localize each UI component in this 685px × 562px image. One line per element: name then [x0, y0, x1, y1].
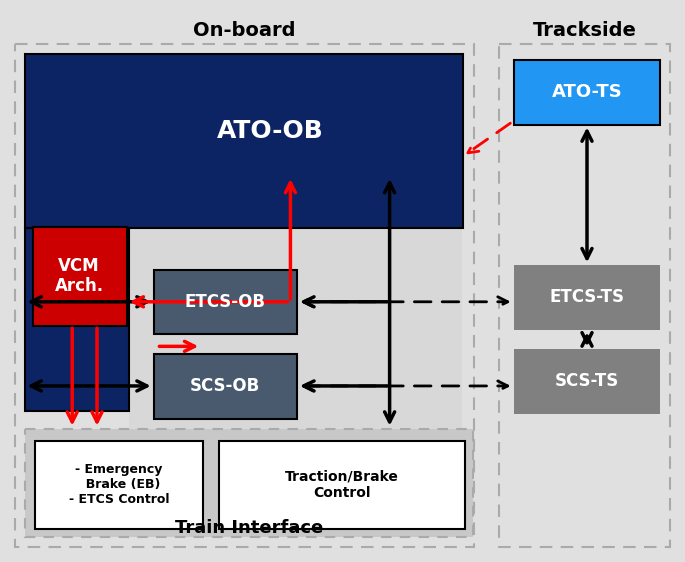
Text: VCM
Arch.: VCM Arch. [55, 257, 103, 296]
Bar [25, 55, 129, 411]
Bar [153, 270, 297, 334]
Bar [514, 350, 660, 414]
Bar [34, 441, 203, 528]
Bar [14, 44, 474, 547]
Bar [153, 354, 297, 419]
Text: - Emergency
  Brake (EB)
- ETCS Control: - Emergency Brake (EB) - ETCS Control [68, 464, 169, 506]
Bar [129, 226, 462, 509]
Bar [514, 265, 660, 329]
Bar [514, 60, 660, 125]
Bar [25, 55, 463, 228]
Text: SCS-OB: SCS-OB [190, 377, 260, 395]
Text: Trackside: Trackside [533, 21, 637, 40]
Bar [499, 44, 671, 547]
Text: Train Interface: Train Interface [175, 519, 323, 537]
Bar [25, 55, 463, 228]
Bar [219, 441, 465, 528]
Text: ETCS-TS: ETCS-TS [549, 288, 625, 306]
Text: ATO-TS: ATO-TS [551, 83, 623, 101]
Text: Traction/Brake
Control: Traction/Brake Control [285, 470, 399, 500]
Bar [25, 228, 129, 411]
Text: On-board: On-board [192, 21, 295, 40]
Text: ETCS-OB: ETCS-OB [184, 293, 266, 311]
Bar [32, 226, 127, 325]
Bar [25, 429, 473, 537]
Text: ATO-OB: ATO-OB [217, 120, 324, 143]
Text: SCS-TS: SCS-TS [555, 372, 619, 390]
